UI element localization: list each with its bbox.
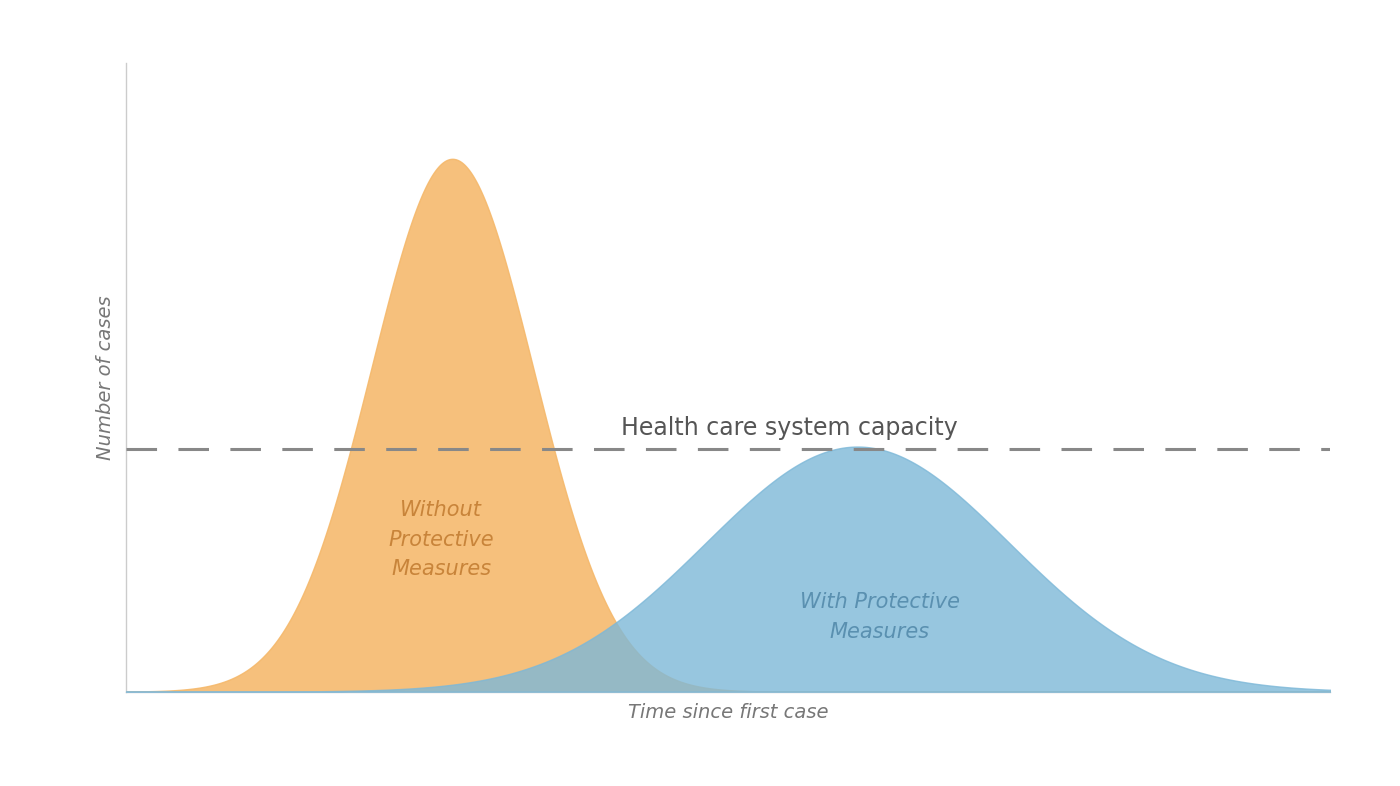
Text: Without
Protective
Measures: Without Protective Measures [388,500,494,579]
Y-axis label: Number of cases: Number of cases [95,295,115,460]
Text: Health care system capacity: Health care system capacity [622,416,958,440]
Text: With Protective
Measures: With Protective Measures [799,593,960,642]
X-axis label: Time since first case: Time since first case [627,703,829,722]
